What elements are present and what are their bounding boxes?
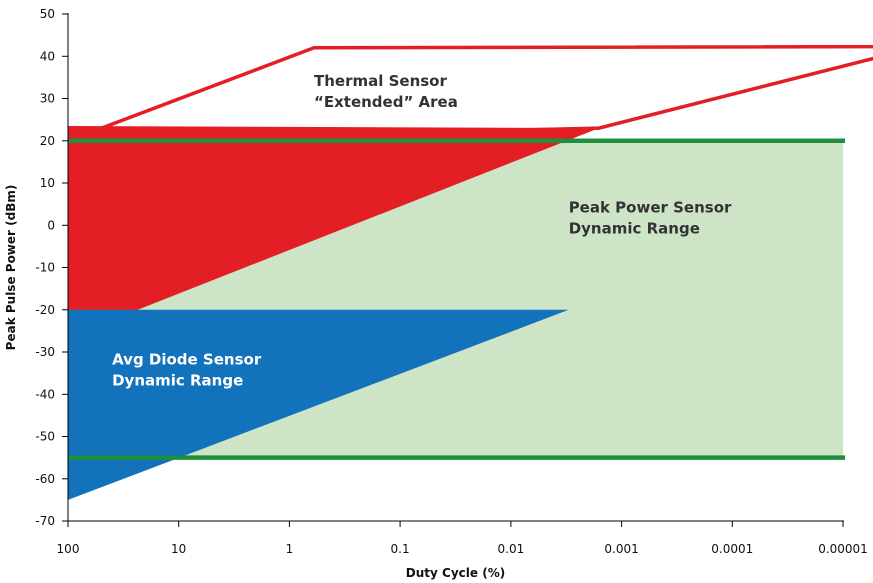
regions-layer bbox=[67, 44, 873, 500]
x-tick-label: 10 bbox=[171, 542, 186, 556]
x-tick-label: 0.001 bbox=[604, 542, 638, 556]
y-tick-label: 0 bbox=[47, 218, 55, 232]
y-ticks: 50 40 30 20 10 0 -10 -20 -30 -40 -50 -60 -70 bbox=[35, 7, 68, 528]
y-tick-label: -50 bbox=[35, 430, 55, 444]
reference-lines-layer bbox=[68, 138, 845, 460]
y-tick-label: -20 bbox=[35, 303, 55, 317]
y-tick-label: 10 bbox=[40, 176, 55, 190]
x-tick-label: 0.0001 bbox=[711, 542, 753, 556]
x-tick-label: 1 bbox=[286, 542, 294, 556]
x-tick-label: 100 bbox=[57, 542, 80, 556]
y-tick-label: -30 bbox=[35, 345, 55, 359]
region-labels-layer: Peak Power Sensor Dynamic Range Thermal Se… bbox=[112, 72, 732, 390]
region-thermal bbox=[68, 126, 599, 338]
x-tick-label: 0.01 bbox=[498, 542, 525, 556]
x-tick-label: 0.1 bbox=[391, 542, 410, 556]
region-label-thermal_extended: “Extended” Area bbox=[314, 93, 458, 111]
y-tick-label: -10 bbox=[35, 261, 55, 275]
region-label-peak: Peak Power Sensor bbox=[569, 199, 732, 217]
y-tick-label: 50 bbox=[40, 7, 55, 21]
y-axis-title: Peak Pulse Power (dBm) bbox=[4, 185, 18, 351]
y-tick-label: 20 bbox=[40, 134, 55, 148]
y-tick-label: 30 bbox=[40, 92, 55, 106]
y-tick-label: 40 bbox=[40, 49, 55, 63]
region-label-avg_diode: Avg Diode Sensor bbox=[112, 351, 262, 369]
x-tick-label: 0.00001 bbox=[818, 542, 868, 556]
region-label-thermal_extended: Thermal Sensor bbox=[314, 72, 447, 90]
region-label-avg_diode: Dynamic Range bbox=[112, 372, 243, 390]
x-axis-title: Duty Cycle (%) bbox=[406, 566, 505, 580]
y-tick-label: -70 bbox=[35, 514, 55, 528]
x-ticks: 100 10 1 0.1 0.01 0.001 0.0001 0.00001 bbox=[57, 521, 868, 556]
y-tick-label: -60 bbox=[35, 472, 55, 486]
region-label-peak: Dynamic Range bbox=[569, 220, 700, 238]
region-avg_diode bbox=[68, 309, 569, 500]
y-tick-label: -40 bbox=[35, 387, 55, 401]
